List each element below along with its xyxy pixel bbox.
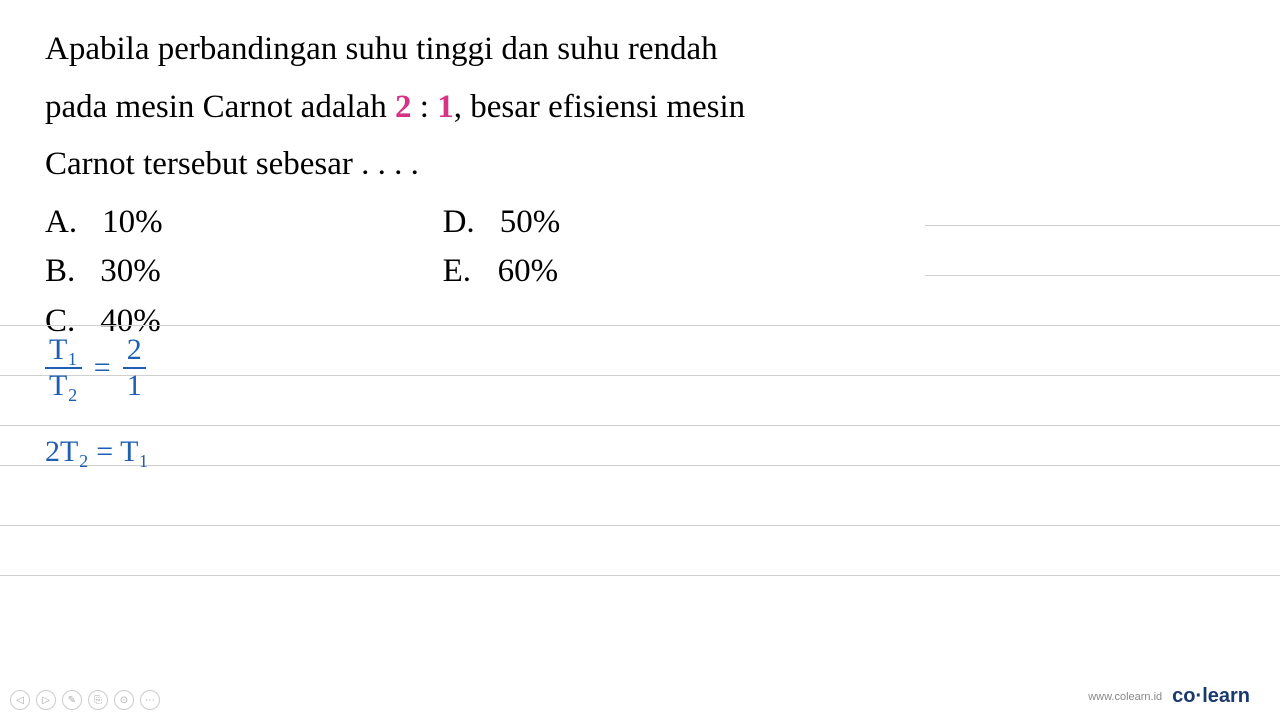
copy-button[interactable]: ⎘ xyxy=(88,690,108,710)
edit-button[interactable]: ✎ xyxy=(62,690,82,710)
rule-line xyxy=(0,375,1280,425)
rule-line xyxy=(0,575,1280,625)
question-line-2-part1: pada mesin Carnot adalah xyxy=(45,89,395,125)
fraction-t1-t2: T₁ T₂ xyxy=(45,335,82,401)
option-d[interactable]: D. 50% xyxy=(443,198,561,248)
option-value: 10% xyxy=(102,198,163,248)
rule-line xyxy=(0,465,1280,525)
fraction-numerator: T₁ xyxy=(45,335,82,369)
question-line-2-part2: , besar efisiensi mesin xyxy=(454,89,745,125)
question-line-3: Carnot tersebut sebesar . . . . xyxy=(45,140,1235,190)
more-button[interactable]: ⋯ xyxy=(140,690,160,710)
footer-url: www.colearn.id xyxy=(1088,691,1162,703)
player-controls: ◁ ▷ ✎ ⎘ ⊙ ⋯ xyxy=(10,690,160,710)
option-letter: E. xyxy=(443,247,473,297)
options-right-column: D. 50% E. 60% xyxy=(443,198,561,347)
footer-logo: co·learn xyxy=(1172,685,1250,708)
option-letter: A. xyxy=(45,198,77,248)
fraction-numerator: 2 xyxy=(123,335,146,369)
rule-line xyxy=(0,425,1280,465)
prev-button[interactable]: ◁ xyxy=(10,690,30,710)
fraction-denominator: T₂ xyxy=(49,369,78,401)
handwritten-equation-2: 2T₂ = T₁ xyxy=(45,435,149,469)
rule-line xyxy=(0,525,1280,575)
logo-part1: co xyxy=(1172,685,1195,707)
option-e[interactable]: E. 60% xyxy=(443,247,561,297)
ratio-number-1: 2 xyxy=(395,89,412,125)
option-value: 30% xyxy=(100,247,161,297)
logo-part2: learn xyxy=(1202,685,1250,707)
options-left-column: A. 10% B. 30% C. 40% xyxy=(45,198,163,347)
zoom-button[interactable]: ⊙ xyxy=(114,690,134,710)
rule-line xyxy=(0,325,1280,375)
fraction-2-1: 2 1 xyxy=(123,335,146,401)
option-b[interactable]: B. 30% xyxy=(45,247,163,297)
option-value: 50% xyxy=(500,198,561,248)
option-letter: D. xyxy=(443,198,475,248)
fraction-denominator: 1 xyxy=(127,369,142,401)
rule-line xyxy=(925,275,1280,325)
option-letter: B. xyxy=(45,247,75,297)
ratio-separator: : xyxy=(412,89,438,125)
ratio-number-2: 1 xyxy=(437,89,454,125)
equals-sign: = xyxy=(94,351,111,385)
rule-line xyxy=(925,225,1280,275)
next-button[interactable]: ▷ xyxy=(36,690,56,710)
option-a[interactable]: A. 10% xyxy=(45,198,163,248)
handwritten-fraction-equation: T₁ T₂ = 2 1 xyxy=(45,335,146,401)
option-value: 60% xyxy=(498,247,559,297)
ruled-lines-area xyxy=(0,325,1280,625)
question-line-2: pada mesin Carnot adalah 2 : 1, besar ef… xyxy=(45,83,1235,133)
footer: www.colearn.id co·learn xyxy=(1088,685,1250,708)
question-line-1: Apabila perbandingan suhu tinggi dan suh… xyxy=(45,25,1235,75)
